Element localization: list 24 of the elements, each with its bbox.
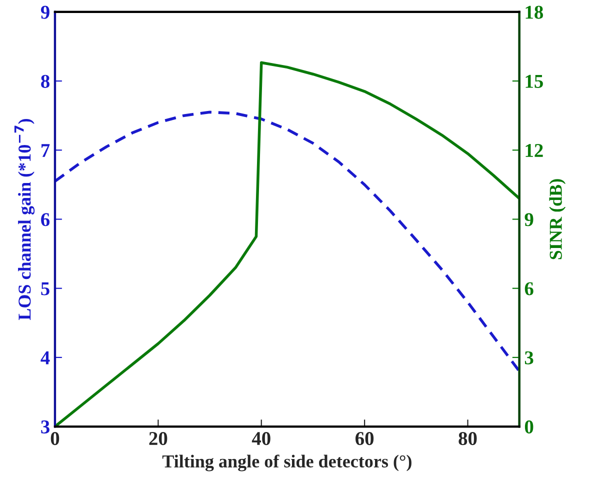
y-tick-label: 5 <box>41 282 50 296</box>
x-tick-label: 40 <box>252 432 270 446</box>
x-axis-title: Tilting angle of side detectors (°) <box>162 454 412 472</box>
y2-tick-label: 18 <box>526 6 544 19</box>
y2-axis-title: SINR (dB) <box>549 179 566 260</box>
x-tick-label: 80 <box>458 432 477 446</box>
y-tick-label: 8 <box>41 74 50 88</box>
x-tick-label: 20 <box>149 432 168 446</box>
y-tick-label: 7 <box>42 144 50 157</box>
y-tick-label: 3 <box>41 420 50 434</box>
y2-tick-label: 15 <box>526 74 543 88</box>
x-tick-label: 60 <box>356 432 374 446</box>
y-tick-label: 6 <box>41 213 50 226</box>
y2-tick-label: 3 <box>524 351 534 364</box>
y2-tick-label: 6 <box>524 282 534 296</box>
y-tick-label: 9 <box>40 6 50 19</box>
y-axis-title: LOS channel gain (*10$^{−7}$) <box>14 118 35 320</box>
x-tick-label: 0 <box>50 432 60 446</box>
y2-tick-label: 12 <box>526 144 543 157</box>
y2-tick-label: 9 <box>524 213 534 226</box>
y2-tick-label: 0 <box>524 420 534 434</box>
y-tick-label: 4 <box>40 351 50 364</box>
line-series <box>54 110 520 373</box>
line-series <box>54 61 520 427</box>
